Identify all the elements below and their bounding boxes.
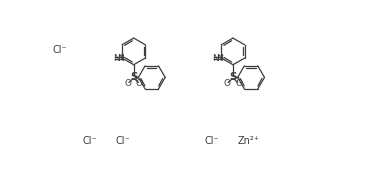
Text: N: N [212, 54, 219, 63]
Text: N: N [216, 54, 223, 63]
Text: N: N [117, 54, 124, 63]
Text: Cl⁻: Cl⁻ [204, 136, 219, 146]
Text: S: S [229, 72, 237, 82]
Text: S: S [130, 72, 137, 82]
Text: O: O [124, 79, 131, 88]
Text: Zn²⁺: Zn²⁺ [238, 136, 259, 146]
Text: Cl⁻: Cl⁻ [115, 136, 130, 146]
Text: +: + [218, 53, 223, 58]
Text: +: + [119, 53, 124, 58]
Text: O: O [235, 79, 242, 88]
Text: Cl⁻: Cl⁻ [53, 45, 67, 55]
Text: Cl⁻: Cl⁻ [82, 136, 97, 146]
Text: N: N [113, 54, 120, 63]
Text: O: O [224, 79, 231, 88]
Text: O: O [136, 79, 143, 88]
